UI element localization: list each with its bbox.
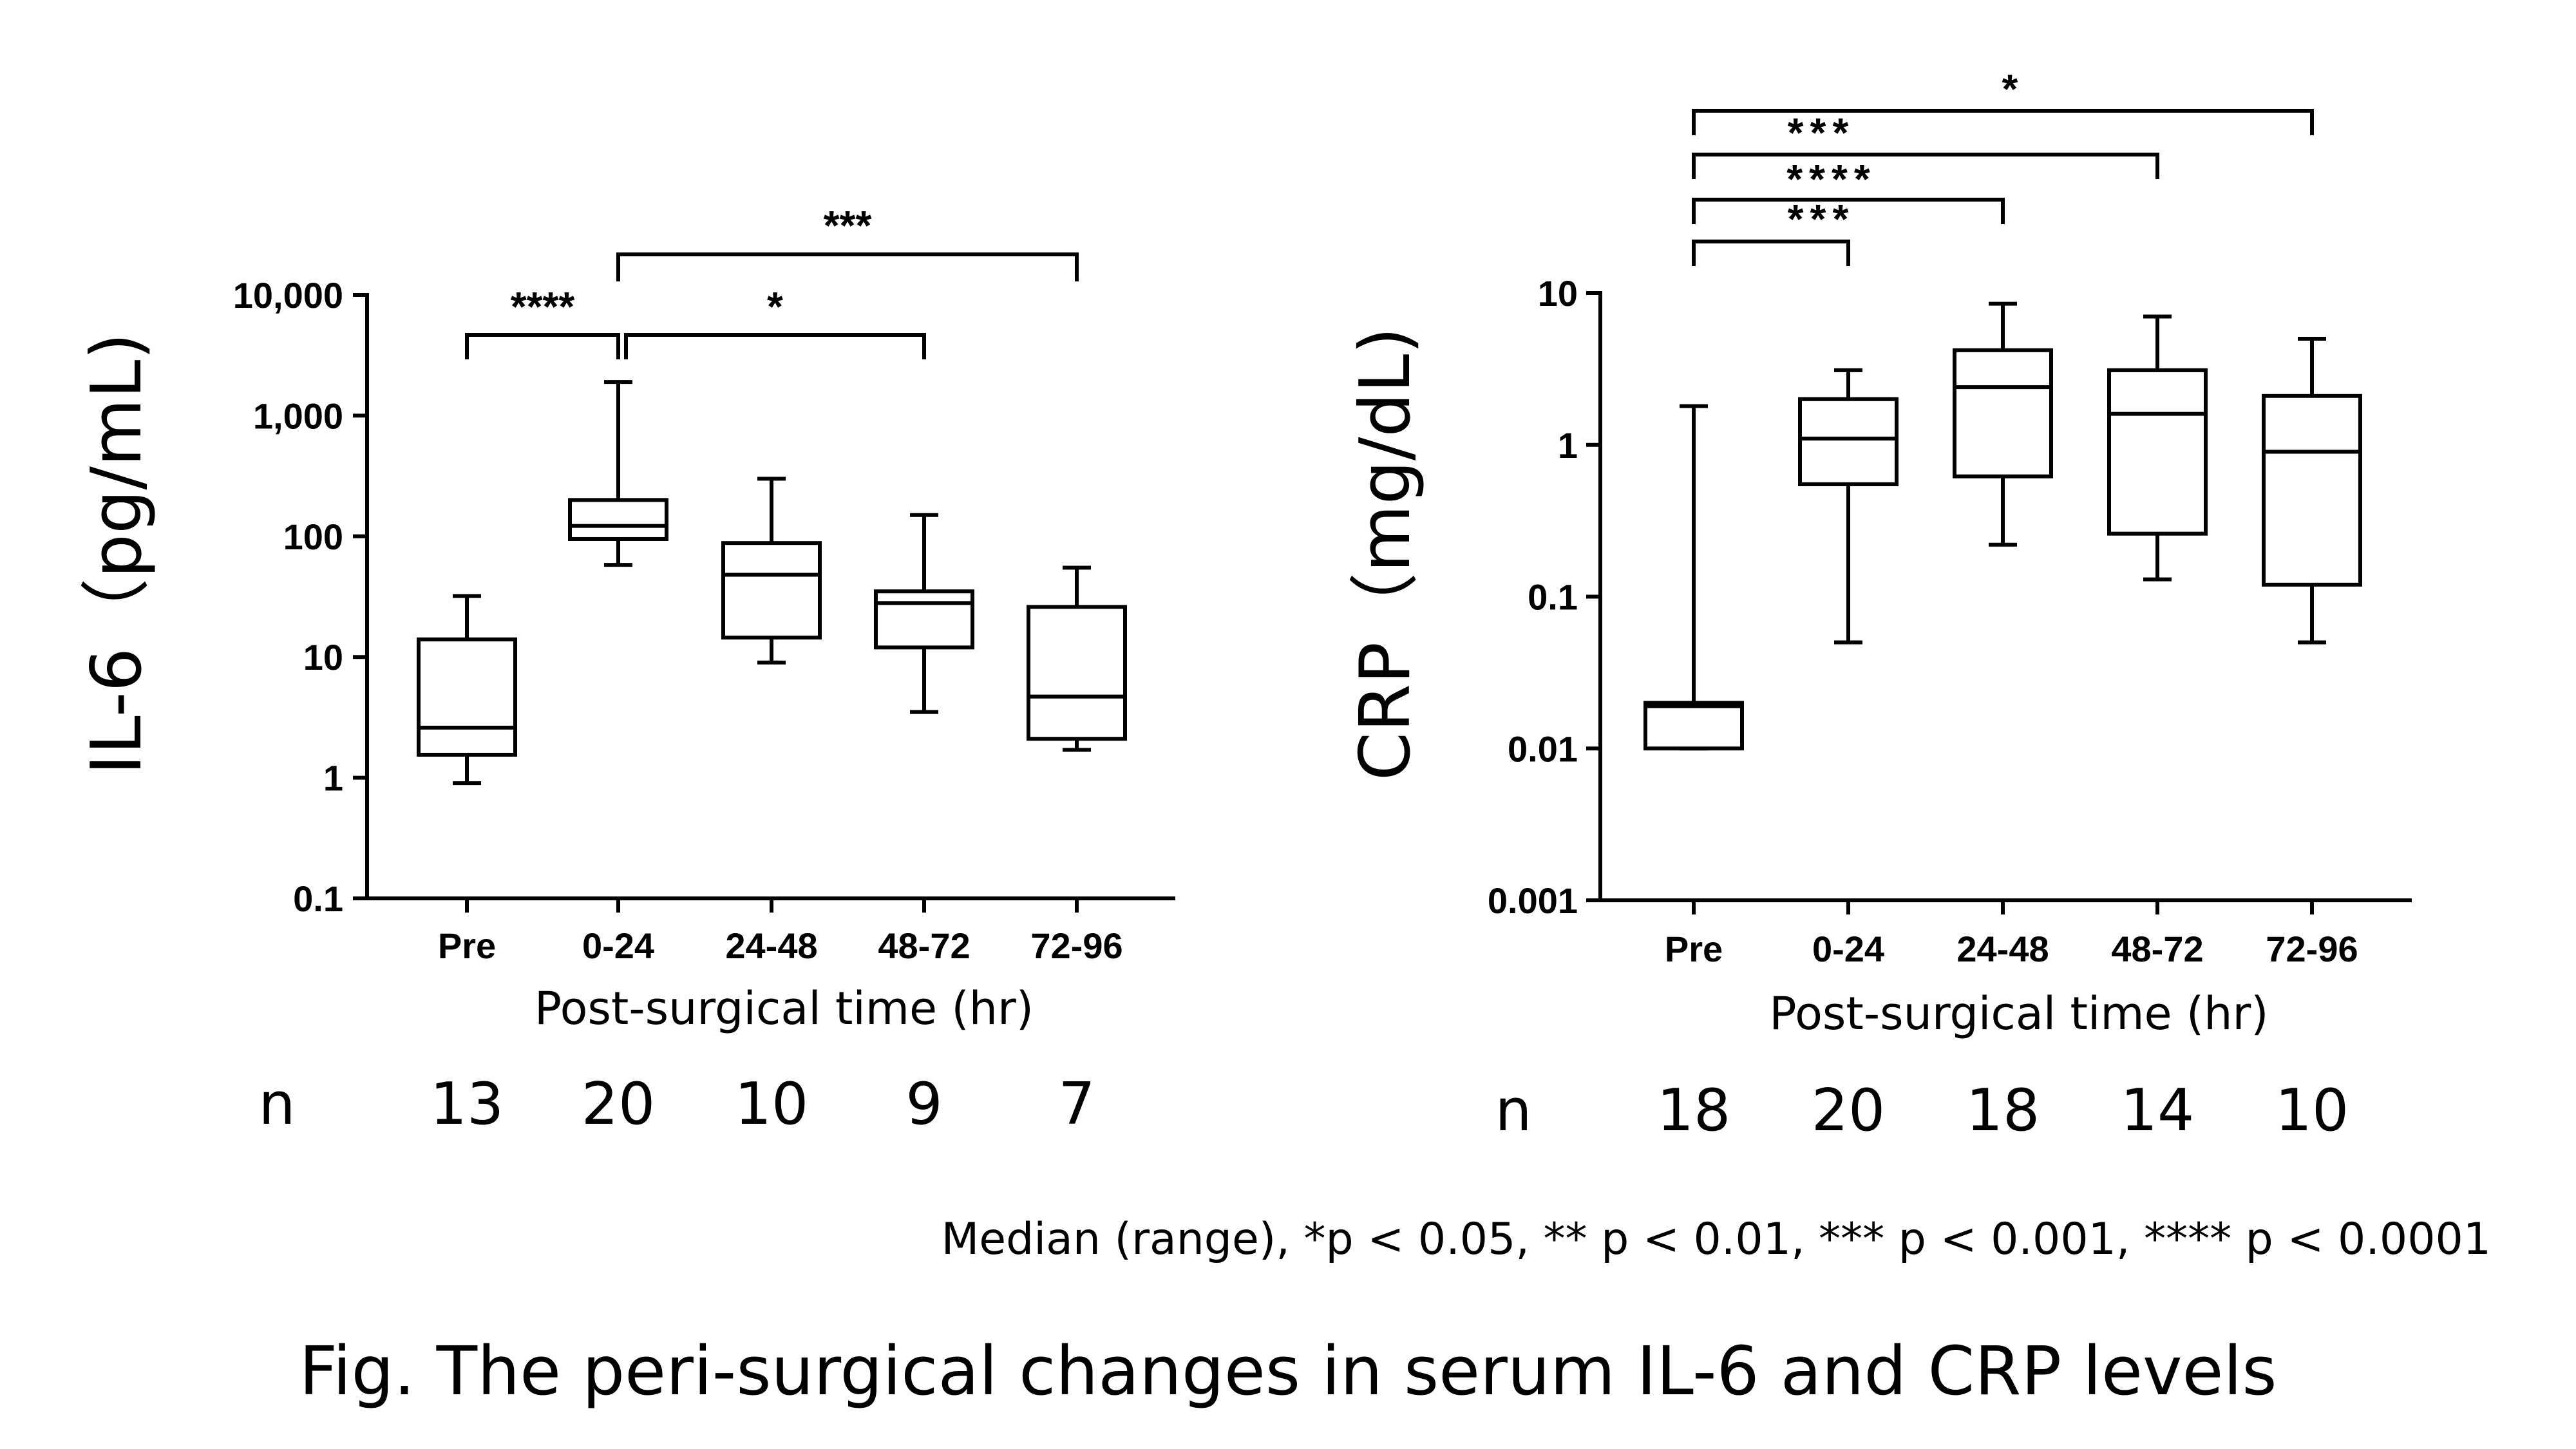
box-3 (2107, 314, 2208, 582)
y-tick-label: 1 (323, 758, 343, 799)
box-0 (1643, 404, 1744, 751)
x-tick-label: 0-24 (582, 925, 654, 966)
significance-bracket: * (1692, 66, 2314, 135)
y-axis-title: CRP（mg/dL) (1345, 327, 1426, 781)
significance-label: *** (824, 202, 872, 249)
y-tick-label: 0.001 (1488, 880, 1578, 921)
y-tick-label: 0.01 (1508, 728, 1578, 769)
x-tick-label: 48-72 (878, 925, 970, 966)
bracket-line (465, 333, 620, 359)
significance-bracket: *** (1692, 196, 1855, 266)
significance-label: *** (1788, 109, 1855, 156)
box-2 (1953, 301, 2053, 547)
box-2 (721, 477, 822, 665)
box-1 (568, 380, 668, 567)
significance-bracket: **** (465, 283, 620, 359)
iqr-box (1643, 701, 1744, 751)
x-tick-label: 24-48 (1956, 929, 2049, 969)
iqr-box (1798, 397, 1899, 486)
x-axis-title: Post-surgical time (hr) (535, 982, 1034, 1035)
crp-boxplot: 0.001 0.01 0.1 1 10 Pre 18 0-24 20 24-48 18 48-72 14… (1345, 66, 2412, 1144)
n-label: n (1495, 1077, 1531, 1144)
significance-bracket: *** (616, 202, 1079, 281)
y-tick-label: 1 (1558, 425, 1578, 466)
n-value: 10 (735, 1070, 809, 1138)
iqr-box (874, 589, 974, 650)
bracket-line (616, 252, 1079, 281)
bracket-line (624, 333, 926, 359)
y-tick-label: 1,000 (253, 395, 343, 436)
box-3 (874, 513, 974, 714)
n-value: 9 (905, 1070, 942, 1138)
x-tick-label: 24-48 (725, 925, 817, 966)
iqr-box (721, 541, 822, 639)
n-value: 20 (1812, 1077, 1886, 1144)
x-tick-label: 72-96 (2266, 929, 2358, 969)
y-tick-label: 10 (1538, 273, 1578, 314)
iqr-box (568, 498, 668, 541)
bracket-line (1692, 109, 2314, 135)
significance-bracket: **** (1692, 156, 2005, 224)
iqr-box (1953, 348, 2053, 478)
bracket-line (1692, 198, 2005, 224)
significance-label: **** (1786, 156, 1877, 202)
significance-label: **** (511, 283, 575, 330)
footnote: Median (range), *p < 0.05, ** p < 0.01, … (942, 1214, 2491, 1265)
figure-caption: Fig. The peri-surgical changes in serum … (299, 1332, 2277, 1410)
significance-bracket: * (624, 283, 926, 359)
y-tick-label: 100 (283, 516, 343, 557)
x-tick-label: 72-96 (1030, 925, 1122, 966)
n-value: 7 (1058, 1070, 1095, 1138)
n-value: 18 (1966, 1077, 2040, 1144)
iqr-box (2107, 368, 2208, 536)
n-value: 10 (2275, 1077, 2349, 1144)
y-tick-label: 10,000 (233, 275, 343, 316)
significance-label: *** (1788, 196, 1855, 242)
box-4 (2262, 336, 2362, 645)
significance-label: * (767, 283, 783, 330)
y-tick-label: 10 (303, 637, 343, 677)
significance-label: * (2002, 66, 2025, 112)
bracket-line (1692, 153, 2159, 179)
x-tick-label: Pre (438, 925, 496, 966)
y-axis-title: IL-6（pg/mL) (77, 333, 157, 775)
box-4 (1027, 565, 1127, 752)
n-label: n (258, 1070, 295, 1138)
n-value: 13 (430, 1070, 504, 1138)
n-value: 14 (2121, 1077, 2195, 1144)
x-tick-label: Pre (1665, 929, 1723, 969)
box-0 (417, 594, 517, 786)
bracket-line (1692, 240, 1850, 266)
y-tick-label: 0.1 (1528, 577, 1578, 618)
significance-bracket: *** (1692, 109, 2159, 179)
y-tick-label: 0.1 (293, 878, 343, 919)
box-1 (1798, 368, 1899, 645)
il6-boxplot: 0.1 1 10 100 1,000 10,000 Pre 13 0-24 20 24-48 10 48… (77, 202, 1175, 1138)
iqr-box (1027, 605, 1127, 741)
n-value: 18 (1657, 1077, 1731, 1144)
iqr-box (417, 637, 517, 757)
n-value: 20 (582, 1070, 656, 1138)
iqr-box (2262, 393, 2362, 587)
x-tick-label: 0-24 (1812, 929, 1884, 969)
x-axis-title: Post-surgical time (hr) (1769, 987, 2268, 1040)
x-tick-label: 48-72 (2111, 929, 2203, 969)
